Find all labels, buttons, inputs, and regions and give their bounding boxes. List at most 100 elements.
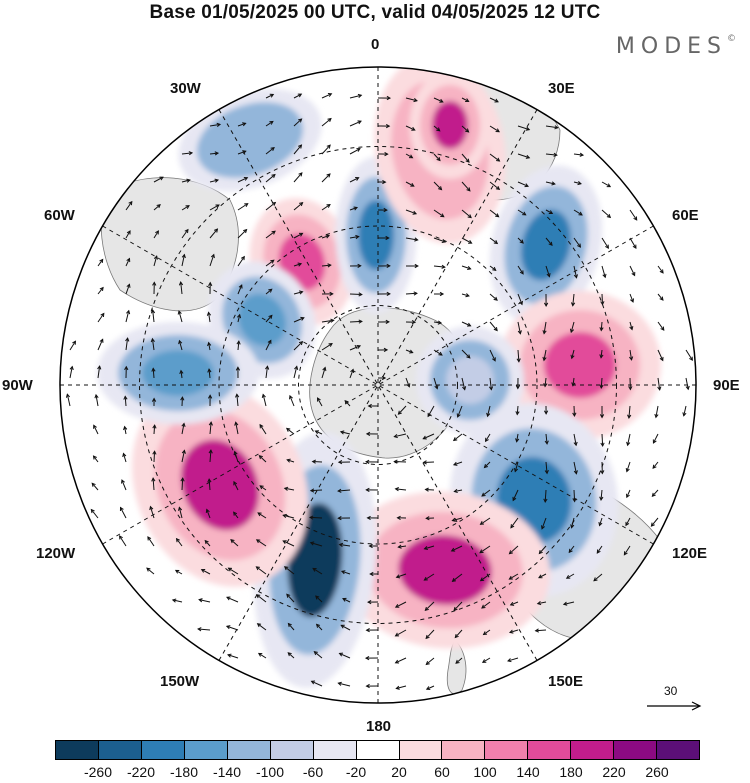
wind-vector	[349, 234, 360, 240]
lon-label-90e: 90E	[713, 377, 740, 394]
wind-vector	[453, 601, 463, 612]
wind-vector	[349, 93, 363, 99]
wind-vector	[265, 365, 270, 379]
wind-vector	[461, 209, 472, 219]
wind-vector	[433, 97, 444, 103]
wind-vector	[256, 623, 267, 631]
wind-vector	[393, 433, 407, 439]
colorbar-swatch	[270, 741, 314, 759]
wind-vector	[651, 489, 659, 497]
colorbar-swatch	[356, 741, 400, 759]
wind-vector	[321, 173, 331, 183]
wind-vector	[293, 232, 304, 239]
wind-vector	[377, 123, 391, 129]
wind-vector	[377, 263, 391, 269]
wind-vector	[287, 622, 295, 631]
wind-vector	[600, 461, 605, 475]
wind-vector	[405, 97, 418, 103]
wind-vector	[181, 178, 191, 183]
wind-vector	[209, 253, 215, 267]
wind-vector	[309, 488, 323, 493]
wind-vector	[650, 517, 659, 527]
wind-vector	[314, 430, 323, 435]
wind-vector	[235, 393, 240, 407]
wind-vector	[433, 264, 446, 269]
wind-vector	[405, 153, 414, 159]
wind-vector	[395, 573, 407, 579]
wind-vector	[515, 405, 520, 416]
wind-vector	[259, 423, 267, 435]
wind-vector	[377, 235, 390, 241]
wind-vector	[181, 449, 186, 463]
wind-vector	[543, 489, 548, 504]
wind-vector	[287, 652, 295, 659]
wind-vector	[349, 206, 359, 211]
meridian-line	[102, 225, 654, 545]
wind-vector	[293, 262, 303, 267]
wind-vector	[452, 461, 463, 466]
wind-vector	[152, 424, 157, 435]
wind-vector	[657, 293, 664, 301]
wind-vector	[315, 595, 323, 603]
wind-vector	[593, 573, 603, 582]
colorbar-tick-label: -20	[345, 764, 367, 780]
wind-vector	[265, 314, 273, 323]
latitude-circle	[139, 146, 617, 624]
wind-vector	[97, 338, 104, 351]
wind-vector	[573, 152, 585, 157]
wind-vector	[461, 265, 472, 270]
wind-vector	[125, 309, 131, 323]
wind-vector	[377, 319, 390, 324]
colorbar-tick-label: 260	[645, 764, 669, 780]
colorbar-swatch	[399, 741, 443, 759]
wind-vector	[175, 537, 183, 547]
colorbar-swatch	[485, 741, 529, 759]
wind-vector	[652, 461, 659, 470]
wind-vector	[364, 655, 379, 661]
wind-vector	[433, 291, 445, 297]
lon-label-150w: 150W	[160, 673, 200, 690]
wind-vector	[517, 153, 531, 159]
reference-vector-label: 30	[664, 684, 678, 698]
wind-vector	[151, 367, 156, 379]
wind-vector	[513, 461, 519, 473]
reference-vector-arrow	[647, 701, 702, 711]
wind-vector	[207, 394, 213, 407]
wind-vector	[542, 321, 547, 335]
wind-vector	[207, 341, 212, 351]
wind-vector	[405, 291, 418, 296]
wind-vector	[311, 459, 323, 464]
wind-vector	[433, 209, 445, 218]
wind-vector	[337, 681, 351, 687]
anomaly-5-core	[544, 332, 616, 398]
wind-vector	[425, 516, 435, 521]
brand-logo: MODES©	[615, 34, 736, 59]
wind-vector	[317, 397, 323, 407]
wind-vector	[377, 207, 388, 213]
wind-vector	[397, 544, 407, 549]
wind-vector	[125, 257, 131, 267]
wind-vector	[453, 488, 463, 494]
wind-vector	[197, 627, 211, 632]
lon-label-120w: 120W	[36, 545, 76, 562]
wind-vector	[209, 151, 220, 156]
wind-vector	[601, 237, 609, 249]
wind-vector	[153, 230, 159, 239]
wind-vector	[479, 517, 491, 525]
wind-vector	[265, 339, 272, 351]
wind-vector	[177, 310, 183, 323]
wind-vector	[601, 265, 607, 279]
wind-vector	[405, 237, 419, 242]
wind-vector	[601, 209, 612, 219]
wind-vector	[121, 479, 127, 491]
wind-vector	[489, 209, 500, 218]
wind-vector	[236, 340, 241, 351]
wind-vector	[510, 517, 519, 529]
wind-vector	[181, 205, 190, 211]
wind-vector	[321, 117, 332, 127]
wind-vector	[600, 433, 605, 448]
wind-vector	[433, 320, 443, 325]
colorbar-tick-label: -180	[169, 764, 199, 780]
wind-vector	[181, 253, 186, 267]
wind-vector	[573, 433, 578, 447]
